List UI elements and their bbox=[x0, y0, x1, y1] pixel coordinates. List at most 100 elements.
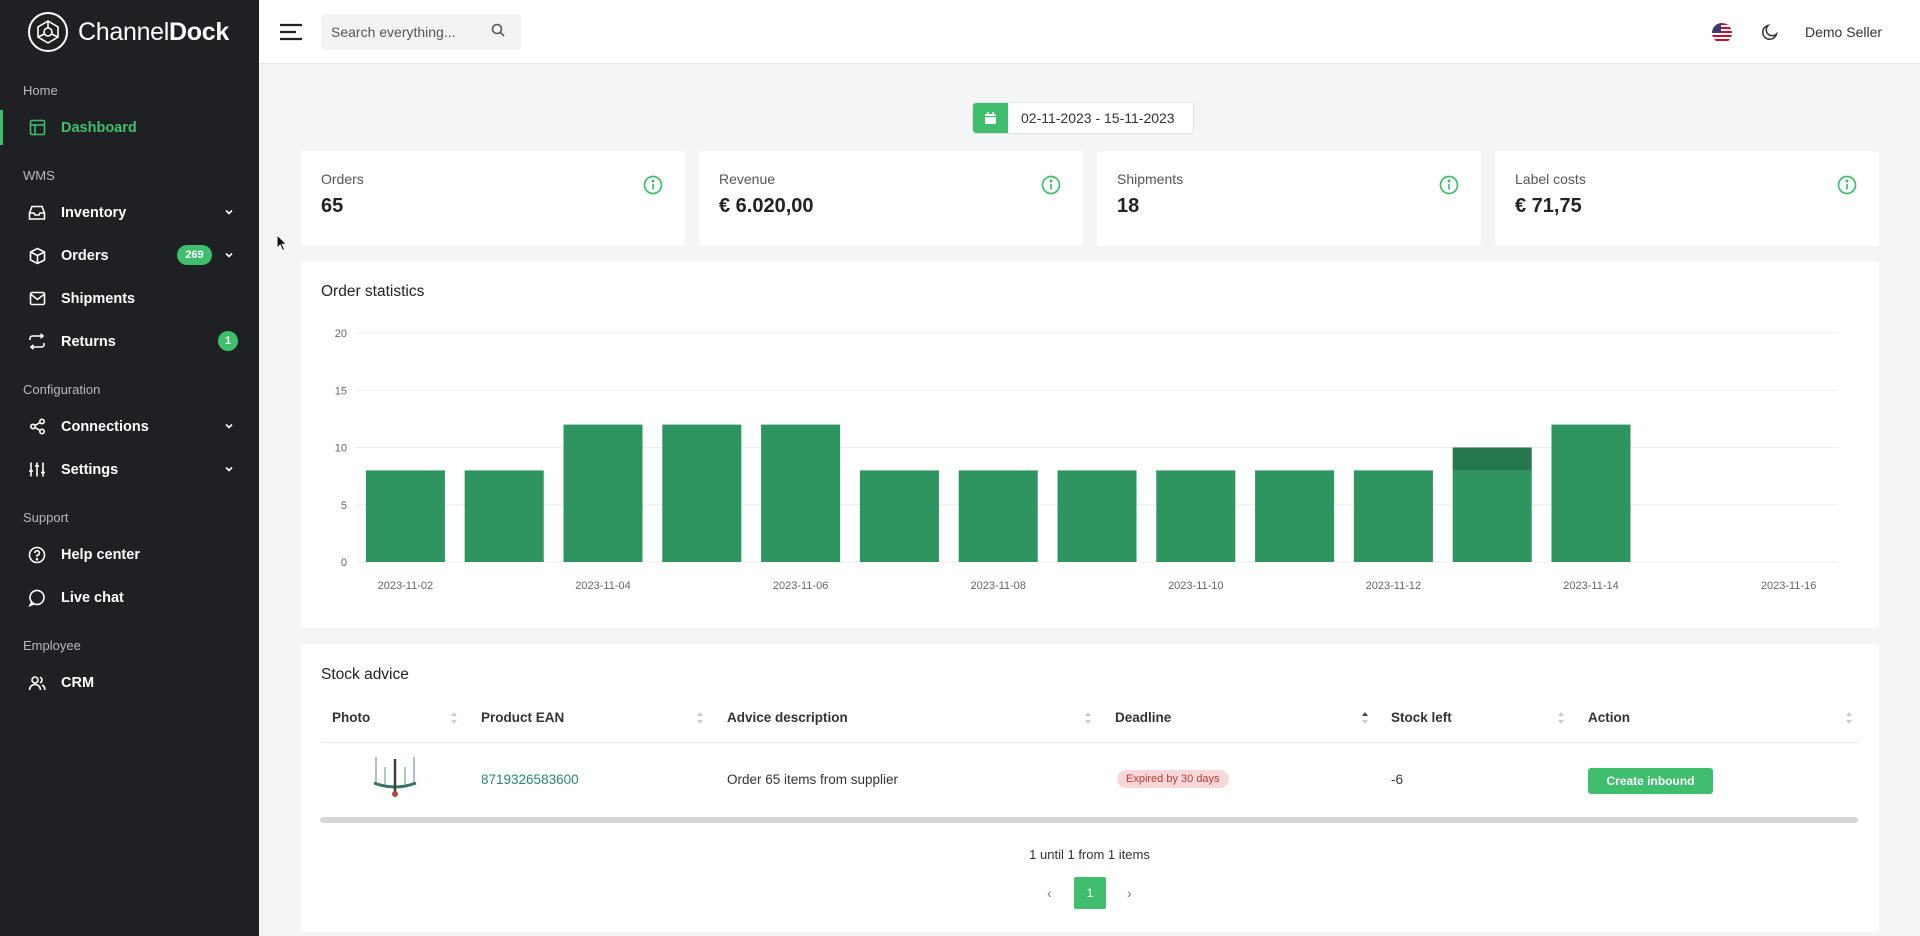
column-header-stock-left[interactable]: Stock left bbox=[1391, 710, 1452, 725]
bar[interactable] bbox=[1452, 470, 1532, 562]
column-header-deadline[interactable]: Deadline bbox=[1115, 710, 1172, 725]
x-tick-label: 2023-11-16 bbox=[1761, 580, 1816, 592]
share-icon bbox=[28, 418, 46, 436]
sort-ascending-icon[interactable] bbox=[1361, 711, 1369, 730]
column-header-product-ean[interactable]: Product EAN bbox=[481, 710, 565, 725]
stat-value: € 71,75 bbox=[1515, 195, 1582, 217]
mouse-cursor-icon bbox=[276, 233, 288, 257]
stat-card-shipments: Shipments 18 bbox=[1097, 151, 1481, 246]
sort-icon[interactable] bbox=[696, 711, 704, 730]
bar[interactable] bbox=[365, 470, 445, 562]
bar[interactable] bbox=[1551, 424, 1631, 562]
pagination-next-button[interactable]: › bbox=[1127, 885, 1132, 901]
info-icon[interactable] bbox=[1439, 175, 1459, 200]
info-icon[interactable] bbox=[1041, 175, 1061, 200]
order-statistics-panel: Order statistics 0 5 10 15 20 2023-11-02 2023-… bbox=[301, 261, 1879, 628]
bar[interactable] bbox=[1452, 447, 1532, 471]
status-badge: Expired by 30 days bbox=[1117, 770, 1229, 788]
x-tick-label: 2023-11-06 bbox=[773, 580, 828, 592]
column-header-photo[interactable]: Photo bbox=[332, 710, 371, 725]
y-tick-label: 0 bbox=[341, 557, 347, 569]
x-tick-label: 2023-11-04 bbox=[575, 580, 630, 592]
menu-toggle-icon[interactable] bbox=[279, 20, 303, 44]
x-tick-label: 2023-11-10 bbox=[1168, 580, 1223, 592]
sort-icon[interactable] bbox=[1557, 711, 1565, 730]
y-tick-label: 20 bbox=[335, 328, 347, 340]
product-photo[interactable] bbox=[370, 753, 420, 804]
sidebar-item-label: CRM bbox=[61, 674, 95, 691]
info-icon[interactable] bbox=[1837, 175, 1857, 200]
sidebar-item-crm[interactable]: CRM bbox=[0, 661, 259, 704]
sidebar-item-label: Shipments bbox=[61, 290, 136, 307]
sidebar-item-label: Orders bbox=[61, 247, 109, 264]
sidebar-item-label: Live chat bbox=[61, 589, 124, 606]
bar[interactable] bbox=[859, 470, 939, 562]
bar[interactable] bbox=[1156, 470, 1236, 562]
horizontal-scrollbar[interactable] bbox=[320, 817, 1858, 823]
section-employee: Employee bbox=[23, 638, 81, 653]
sort-icon[interactable] bbox=[1084, 711, 1092, 730]
info-icon[interactable] bbox=[643, 175, 663, 200]
sidebar-item-live-chat[interactable]: Live chat bbox=[0, 576, 259, 619]
users-icon bbox=[28, 674, 46, 692]
sidebar-item-label: Connections bbox=[61, 418, 149, 435]
sidebar-item-connections[interactable]: Connections bbox=[0, 405, 259, 448]
us-flag-icon[interactable] bbox=[1712, 23, 1732, 43]
sort-icon[interactable] bbox=[1845, 711, 1853, 730]
x-tick-label: 2023-11-14 bbox=[1563, 580, 1618, 592]
stat-label: Orders bbox=[321, 171, 364, 187]
stat-label: Shipments bbox=[1117, 171, 1184, 187]
create-inbound-button[interactable]: Create inbound bbox=[1588, 768, 1713, 794]
bar[interactable] bbox=[761, 424, 841, 562]
column-header-action[interactable]: Action bbox=[1588, 710, 1630, 725]
chevron-down-icon bbox=[224, 205, 234, 221]
order-statistics-chart: 0 5 10 15 20 2023-11-02 2023-11-04 2023-11-06 20… bbox=[335, 328, 1838, 592]
inbox-icon bbox=[28, 204, 46, 222]
logo[interactable]: ChannelDock bbox=[0, 0, 259, 64]
brand-name: ChannelDock bbox=[78, 17, 229, 46]
search-box bbox=[321, 14, 521, 50]
section-configuration: Configuration bbox=[23, 382, 101, 397]
sidebar-item-help-center[interactable]: Help center bbox=[0, 533, 259, 576]
bar[interactable] bbox=[464, 470, 544, 562]
pagination-page-1[interactable]: 1 bbox=[1074, 877, 1106, 909]
help-circle-icon bbox=[28, 546, 46, 564]
bar[interactable] bbox=[1255, 470, 1335, 562]
bar[interactable] bbox=[1057, 470, 1137, 562]
chevron-down-icon bbox=[224, 248, 234, 264]
dark-mode-icon[interactable] bbox=[1761, 23, 1779, 46]
x-tick-label: 2023-11-12 bbox=[1366, 580, 1421, 592]
column-header-advice-description[interactable]: Advice description bbox=[727, 710, 848, 725]
y-tick-label: 5 bbox=[341, 500, 347, 512]
bar[interactable] bbox=[662, 424, 742, 562]
bar[interactable] bbox=[563, 424, 643, 562]
panel-title: Stock advice bbox=[321, 666, 409, 683]
sidebar-item-inventory[interactable]: Inventory bbox=[0, 191, 259, 234]
stat-card-label-costs: Label costs € 71,75 bbox=[1495, 151, 1879, 246]
stat-value: € 6.020,00 bbox=[719, 195, 814, 217]
search-icon[interactable] bbox=[491, 23, 505, 42]
date-range-picker[interactable]: 02-11-2023 - 15-11-2023 bbox=[972, 102, 1194, 134]
sidebar-item-settings[interactable]: Settings bbox=[0, 448, 259, 491]
panel-title: Order statistics bbox=[321, 283, 425, 300]
search-input[interactable] bbox=[331, 24, 491, 40]
sidebar-item-label: Help center bbox=[61, 546, 140, 563]
user-menu[interactable]: Demo Seller bbox=[1805, 24, 1883, 40]
sidebar-item-dashboard[interactable]: Dashboard bbox=[0, 106, 259, 149]
y-tick-label: 15 bbox=[335, 385, 347, 397]
sidebar-item-shipments[interactable]: Shipments bbox=[0, 277, 259, 320]
stat-card-orders: Orders 65 bbox=[301, 151, 685, 246]
pagination-prev-button[interactable]: ‹ bbox=[1047, 885, 1052, 901]
sidebar-item-label: Inventory bbox=[61, 204, 127, 221]
sort-icon[interactable] bbox=[450, 711, 458, 730]
product-ean-link[interactable]: 8719326583600 bbox=[481, 772, 579, 787]
sidebar: ChannelDock Home Dashboard WMS Inventory… bbox=[0, 0, 259, 936]
stat-card-revenue: Revenue € 6.020,00 bbox=[699, 151, 1083, 246]
bar[interactable] bbox=[958, 470, 1038, 562]
returns-count-badge: 1 bbox=[218, 331, 238, 351]
sidebar-item-orders[interactable]: Orders 269 bbox=[0, 234, 259, 277]
y-tick-label: 10 bbox=[335, 443, 347, 455]
bar[interactable] bbox=[1353, 470, 1433, 562]
logo-icon bbox=[28, 12, 68, 52]
sidebar-item-returns[interactable]: Returns 1 bbox=[0, 320, 259, 363]
